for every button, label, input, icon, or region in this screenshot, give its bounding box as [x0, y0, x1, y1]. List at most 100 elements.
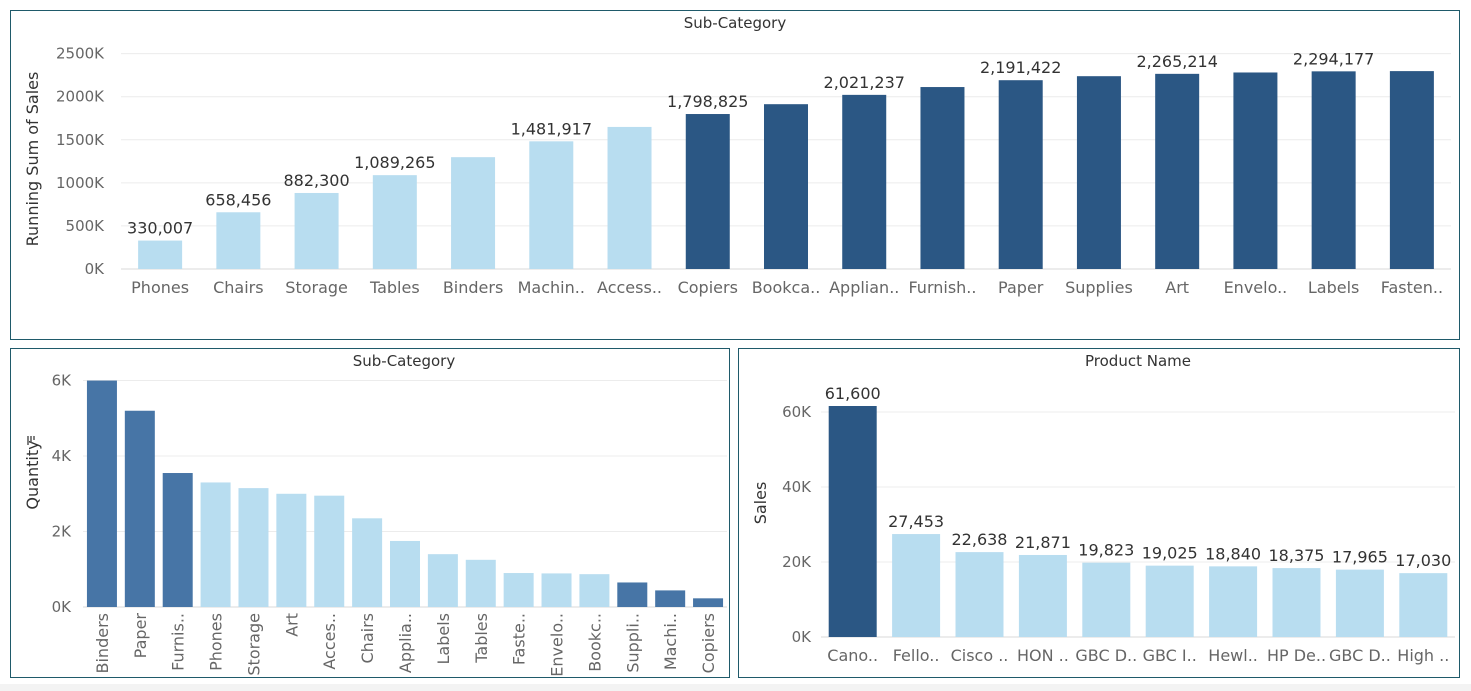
y-tick-label: 60K	[782, 403, 812, 421]
bar[interactable]	[655, 590, 686, 607]
bar[interactable]	[314, 495, 345, 607]
bar[interactable]	[541, 573, 572, 607]
x-tick-label: Machin..	[518, 278, 585, 297]
bar[interactable]	[998, 80, 1043, 270]
bar[interactable]	[390, 540, 420, 607]
bar[interactable]	[200, 482, 231, 607]
y-tick-label: 1500K	[56, 131, 105, 149]
y-tick-label: 20K	[782, 553, 812, 571]
y-tick-label: 40K	[782, 478, 812, 496]
bar[interactable]	[607, 126, 652, 269]
data-label: 18,375	[1269, 546, 1325, 565]
bar[interactable]	[86, 380, 117, 607]
bar[interactable]	[764, 104, 808, 270]
bar[interactable]	[1389, 71, 1434, 269]
bar[interactable]	[1082, 562, 1131, 637]
x-tick-label: Fasten..	[1381, 278, 1443, 297]
x-tick-label: Storage	[285, 278, 348, 297]
x-tick-label: Art	[1165, 278, 1189, 297]
bar[interactable]	[1272, 568, 1321, 637]
x-tick-label: Suppli..	[623, 613, 642, 673]
bar[interactable]	[529, 141, 574, 269]
x-tick-label: Tables	[472, 613, 491, 664]
data-label: 19,823	[1078, 541, 1134, 560]
bar[interactable]	[238, 488, 269, 607]
data-label: 2,294,177	[1293, 49, 1374, 68]
x-tick-label: Phones	[207, 613, 226, 671]
bar[interactable]	[1335, 569, 1384, 637]
y-tick-label: 500K	[66, 217, 106, 235]
x-tick-label: Access..	[597, 278, 662, 297]
bar[interactable]	[1233, 72, 1278, 269]
quantity-panel: Sub-Category Quantity 0K 2K 4K 6K Binders Pap…	[10, 348, 730, 678]
chart-title: Sub-Category	[353, 352, 456, 370]
bar[interactable]	[138, 240, 183, 269]
bar[interactable]	[828, 406, 877, 637]
x-tick-label: Binders	[93, 613, 112, 673]
bar[interactable]	[892, 534, 941, 637]
x-tick-label: Machi..	[661, 613, 680, 670]
bar[interactable]	[842, 94, 887, 269]
bar[interactable]	[579, 574, 610, 607]
bar[interactable]	[1155, 73, 1200, 269]
x-tick-label: Supplies	[1065, 278, 1133, 297]
bar[interactable]	[294, 192, 339, 269]
x-tick-label: Furnish..	[908, 278, 976, 297]
x-tick-label: GBC I..	[1143, 646, 1197, 665]
bar[interactable]	[920, 87, 965, 269]
x-tick-label: Storage	[244, 613, 263, 676]
y-axis-label: Sales	[751, 482, 770, 525]
x-tick-label: Labels	[1308, 278, 1360, 297]
sort-indicator-icon[interactable]	[27, 436, 35, 445]
quantity-chart: Sub-Category Quantity 0K 2K 4K 6K Binders Pap…	[23, 352, 727, 677]
bar[interactable]	[1399, 573, 1448, 637]
x-tick-label: High ..	[1397, 646, 1449, 665]
bar[interactable]	[465, 559, 496, 607]
bar[interactable]	[372, 175, 417, 269]
data-label: 330,007	[127, 219, 193, 238]
x-tick-label: Hewl..	[1208, 646, 1258, 665]
bottom-scroll-strip	[0, 684, 1471, 691]
x-tick-label: HP De..	[1267, 646, 1326, 665]
bar[interactable]	[276, 493, 307, 607]
data-label: 658,456	[205, 190, 271, 209]
bar[interactable]	[124, 410, 155, 607]
x-tick-label: Bookc..	[585, 613, 604, 672]
running-sales-panel: Sub-Category Running Sum of Sales 0K 500K…	[10, 10, 1460, 340]
x-tick-label: Acces..	[320, 613, 339, 670]
x-tick-label: Chairs	[358, 613, 377, 663]
x-tick-label: Binders	[443, 278, 503, 297]
bar[interactable]	[1311, 71, 1356, 269]
bar[interactable]	[1145, 565, 1194, 637]
x-tick-label: GBC D..	[1075, 646, 1137, 665]
data-label: 27,453	[888, 512, 944, 531]
bar[interactable]	[1209, 566, 1258, 637]
bar[interactable]	[693, 598, 724, 607]
data-label: 2,021,237	[824, 73, 905, 92]
x-tick-label: Chairs	[213, 278, 263, 297]
bar[interactable]	[955, 552, 1004, 637]
running-sales-chart: Sub-Category Running Sum of Sales 0K 500K…	[23, 14, 1451, 297]
bar[interactable]	[685, 114, 730, 269]
bar[interactable]	[1018, 554, 1067, 637]
y-axis-label: Quantity	[23, 440, 42, 509]
bar[interactable]	[1076, 76, 1121, 270]
data-label: 882,300	[284, 171, 350, 190]
bar[interactable]	[427, 554, 458, 607]
bar[interactable]	[503, 573, 534, 607]
data-label: 2,265,214	[1136, 52, 1217, 71]
x-tick-label: Tables	[369, 278, 420, 297]
y-tick-label: 1000K	[56, 174, 105, 192]
bar[interactable]	[216, 212, 261, 269]
x-tick-label: Labels	[434, 613, 453, 665]
bar[interactable]	[162, 473, 193, 607]
x-tick-label: Fello..	[893, 646, 940, 665]
bar[interactable]	[617, 582, 648, 607]
data-label: 1,481,917	[511, 119, 592, 138]
product-sales-chart: Product Name Sales 0K 20K 40K 60K 61,600 Cano…	[751, 352, 1455, 665]
bar[interactable]	[352, 518, 383, 607]
bar[interactable]	[451, 157, 496, 269]
x-tick-label: Applian..	[829, 278, 899, 297]
data-label: 2,191,422	[980, 58, 1061, 77]
y-tick-label: 4K	[52, 447, 73, 465]
